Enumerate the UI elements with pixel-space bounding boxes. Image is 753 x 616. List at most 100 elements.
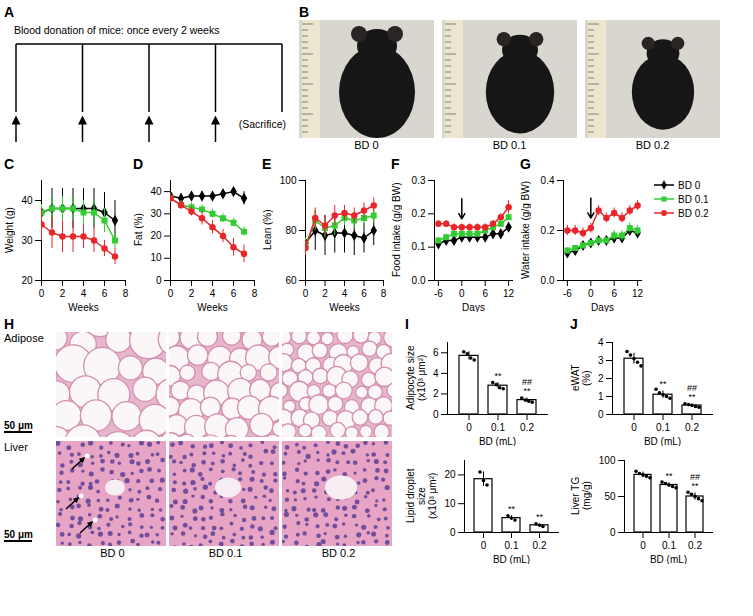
svg-text:6: 6 [102, 288, 108, 299]
svg-text:##: ## [687, 383, 697, 393]
svg-text:2: 2 [433, 388, 439, 399]
svg-text:1: 1 [598, 391, 604, 402]
svg-text:0.0: 0.0 [541, 275, 555, 286]
svg-text:**: ** [688, 392, 696, 402]
svg-text:0: 0 [39, 288, 45, 299]
svg-text:Weeks: Weeks [197, 302, 227, 313]
svg-text:2: 2 [60, 288, 66, 299]
svg-text:(Sacrifice): (Sacrifice) [239, 118, 286, 130]
svg-text:8: 8 [252, 288, 258, 299]
svg-text:Days: Days [591, 302, 614, 313]
svg-text:6: 6 [433, 347, 439, 358]
svg-text:2: 2 [598, 373, 604, 384]
svg-text:6: 6 [231, 288, 237, 299]
svg-text:0.2: 0.2 [520, 422, 534, 433]
svg-text:4: 4 [342, 288, 348, 299]
svg-text:4: 4 [210, 288, 216, 299]
svg-text:20: 20 [21, 275, 33, 286]
svg-text:**: ** [494, 370, 502, 380]
html-text:BD 0: BD 0 [678, 179, 701, 191]
svg-text:2: 2 [189, 288, 195, 299]
svg-text:0: 0 [466, 422, 472, 433]
svg-text:6: 6 [361, 288, 367, 299]
svg-text:0: 0 [303, 288, 309, 299]
svg-text:Weeks: Weeks [68, 302, 98, 313]
svg-text:60: 60 [285, 275, 297, 286]
svg-text:0: 0 [168, 288, 174, 299]
svg-text:0: 0 [610, 527, 616, 538]
svg-text:4: 4 [433, 368, 439, 379]
svg-text:0.1: 0.1 [491, 422, 505, 433]
svg-text:0.2: 0.2 [688, 540, 702, 551]
svg-text:6: 6 [611, 288, 617, 299]
svg-text:Blood donation of mice: once e: Blood donation of mice: once every 2 wee… [14, 24, 219, 36]
svg-text:40: 40 [21, 195, 33, 206]
svg-text:**: ** [659, 379, 667, 389]
svg-text:8: 8 [381, 288, 387, 299]
svg-text:0: 0 [450, 527, 456, 538]
html-text:BD 0.1: BD 0.1 [678, 193, 709, 205]
svg-text:0.3: 0.3 [412, 175, 426, 186]
svg-text:BD (mL): BD (mL) [479, 436, 516, 447]
svg-text:50: 50 [604, 491, 616, 502]
svg-text:0: 0 [156, 275, 162, 286]
html-text:eWAT (%): eWAT (%) [570, 364, 592, 392]
svg-text:**: ** [523, 386, 531, 396]
svg-text:0.1: 0.1 [505, 540, 519, 551]
svg-text:0: 0 [588, 288, 594, 299]
html-text:BD 0: BD 0 [354, 139, 379, 151]
svg-text:-6: -6 [434, 288, 443, 299]
svg-text:0.2: 0.2 [533, 540, 547, 551]
svg-text:**: ** [691, 481, 699, 491]
svg-text:8: 8 [123, 288, 129, 299]
svg-text:BD (mL): BD (mL) [644, 436, 681, 447]
html-text:Liver TG (mg/g): Liver TG (mg/g) [570, 476, 592, 516]
svg-text:0.2: 0.2 [412, 208, 426, 219]
svg-text:BD (mL): BD (mL) [650, 554, 687, 565]
svg-text:80: 80 [285, 225, 297, 236]
svg-text:##: ## [690, 472, 700, 482]
svg-text:0: 0 [433, 409, 439, 420]
svg-text:0.2: 0.2 [541, 225, 555, 236]
svg-text:100: 100 [599, 455, 616, 466]
svg-text:2: 2 [322, 288, 328, 299]
svg-text:**: ** [536, 512, 544, 522]
svg-text:BD (mL): BD (mL) [493, 554, 530, 565]
svg-text:0.1: 0.1 [656, 422, 670, 433]
svg-text:4: 4 [81, 288, 87, 299]
svg-text:0: 0 [640, 540, 646, 551]
svg-text:0: 0 [459, 288, 465, 299]
svg-text:-6: -6 [563, 288, 572, 299]
svg-text:**: ** [665, 471, 673, 481]
svg-text:0.4: 0.4 [541, 175, 555, 186]
html-text:BD 0.1: BD 0.1 [492, 139, 527, 151]
svg-text:0: 0 [631, 422, 637, 433]
svg-text:40: 40 [150, 186, 162, 197]
svg-text:3: 3 [598, 355, 604, 366]
html-text:Lipid droplet size (x10³ μm²): Lipid droplet size (x10³ μm²) [405, 468, 438, 524]
svg-text:12: 12 [503, 288, 515, 299]
svg-text:20: 20 [444, 469, 456, 480]
svg-text:0: 0 [481, 540, 487, 551]
html-text:BD 0.2: BD 0.2 [635, 139, 670, 151]
svg-text:30: 30 [150, 208, 162, 219]
svg-text:0.1: 0.1 [412, 241, 426, 252]
svg-text:12: 12 [632, 288, 644, 299]
svg-text:0.1: 0.1 [662, 540, 676, 551]
svg-text:10: 10 [444, 498, 456, 509]
svg-text:Weeks: Weeks [329, 302, 359, 313]
svg-text:0.2: 0.2 [685, 422, 699, 433]
svg-text:**: ** [508, 504, 516, 514]
svg-text:0: 0 [598, 409, 604, 420]
svg-text:4: 4 [598, 337, 604, 348]
svg-text:100: 100 [280, 175, 297, 186]
svg-text:20: 20 [150, 230, 162, 241]
svg-text:30: 30 [21, 235, 33, 246]
svg-text:6: 6 [482, 288, 488, 299]
svg-text:0.0: 0.0 [412, 275, 426, 286]
html-text:BD 0.2: BD 0.2 [678, 207, 709, 219]
svg-text:10: 10 [150, 252, 162, 263]
svg-text:##: ## [522, 377, 532, 387]
svg-text:Days: Days [462, 302, 485, 313]
html-text:Adipocyte size (x10³ μm²): Adipocyte size (x10³ μm²) [405, 345, 427, 411]
